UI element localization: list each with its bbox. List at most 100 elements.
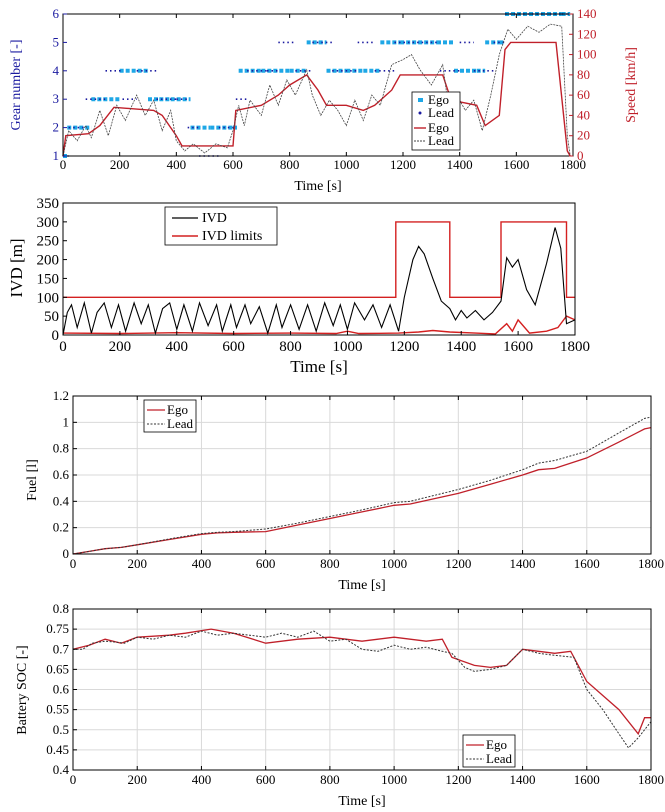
fuel-y-tick-label-0: 0 [63, 546, 70, 561]
gear-y-tick-label-4: 5 [53, 34, 60, 49]
fuel-y-label: Fuel [l] [25, 459, 40, 501]
speed-y-label: Speed [km/h] [624, 47, 639, 123]
ivd-x-tick-label-9: 1800 [560, 339, 590, 355]
ivd-x-tick-label-5: 1000 [332, 339, 362, 355]
fuel-y-tick-label-1: 0.2 [53, 520, 69, 535]
speed-y-tick-label-0: 0 [577, 148, 584, 163]
legend-label-speed-lead: Lead [428, 133, 454, 148]
gear-speed-x-tick-label-7: 1400 [447, 157, 473, 172]
ivd-limit-upper-line [63, 221, 575, 298]
speed-y-tick-label-5: 100 [577, 47, 597, 62]
soc-x-ticks: 0 200 400 600 800 1000 1200 1400 1600 1800 [70, 609, 664, 787]
gear-speed-x-tick-label-1: 200 [110, 157, 130, 172]
soc-y-tick-label-7: 0.75 [46, 621, 69, 636]
ivd-x-tick-label-2: 400 [166, 339, 189, 355]
legend-label-speed-ego: Ego [428, 120, 449, 135]
fuel-chart: 0 200 400 600 800 1000 1200 1400 1600 1800 0 0.2 0.… [25, 388, 664, 593]
gear-speed-chart: 0 200 400 600 800 1000 1200 1400 1600 1800 123456… [9, 6, 639, 194]
gear-speed-plot-frame [62, 13, 574, 157]
gear-ego-series [63, 12, 571, 158]
legend-label-ivd: IVD [202, 211, 227, 226]
ivd-y-ticks: 0 50 100 150 200 250 300 350 [37, 196, 67, 344]
fuel-x-tick-label-9: 1800 [638, 556, 664, 571]
soc-x-tick-label-4: 800 [320, 772, 340, 787]
ivd-y-tick-label-3: 150 [37, 271, 60, 287]
ivd-y-tick-label-1: 50 [44, 309, 59, 325]
legend-label-fuel-lead: Lead [167, 416, 193, 431]
soc-x-label: Time [s] [338, 794, 385, 809]
legend-label-gear-ego: Ego [428, 92, 449, 107]
soc-y-tick-label-4: 0.6 [53, 682, 70, 697]
fuel-x-tick-label-5: 1000 [381, 556, 407, 571]
fuel-y-tick-label-5: 1 [63, 414, 70, 429]
ivd-y-label: IVD [m] [7, 238, 26, 297]
fuel-x-label: Time [s] [338, 578, 385, 593]
fuel-x-tick-label-8: 1600 [574, 556, 600, 571]
soc-y-tick-label-3: 0.55 [46, 702, 69, 717]
gear-speed-x-tick-label-8: 1600 [503, 157, 529, 172]
soc-y-tick-label-8: 0.8 [53, 601, 69, 616]
gear-speed-x-ticks: 0 200 400 600 800 1000 1200 1400 1600 1800 [60, 14, 586, 172]
soc-y-tick-label-2: 0.5 [53, 722, 69, 737]
soc-lead-line [73, 630, 652, 749]
speed-y-tick-label-1: 20 [577, 128, 590, 143]
ivd-x-label: Time [s] [290, 357, 347, 376]
ivd-y-tick-label-0: 0 [52, 328, 60, 344]
ivd-chart: 0 200 400 600 800 1000 1200 1400 1600 1800 050100… [7, 196, 590, 376]
soc-x-tick-label-7: 1400 [510, 772, 536, 787]
fuel-y-tick-label-4: 0.8 [53, 441, 69, 456]
speed-y-ticks: 0 20 40 60 80 100 120 140 [569, 6, 597, 163]
speed-ego-line [62, 41, 571, 157]
ivd-y-tick-label-2: 100 [37, 290, 60, 306]
soc-x-tick-label-0: 0 [70, 772, 77, 787]
soc-y-label: Battery SOC [-] [15, 645, 30, 734]
speed-y-tick-label-7: 140 [577, 6, 597, 21]
fuel-legend-box [143, 399, 197, 433]
soc-grid [72, 608, 652, 771]
soc-chart: 0 200 400 600 800 1000 1200 1400 1600 1800 0.40.4… [15, 601, 664, 809]
soc-x-tick-label-1: 200 [127, 772, 147, 787]
speed-lead-line [62, 23, 571, 157]
fuel-lead-line [72, 416, 652, 555]
fuel-x-tick-label-7: 1400 [510, 556, 536, 571]
ivd-x-tick-label-1: 200 [109, 339, 132, 355]
gear-speed-x-tick-label-3: 600 [223, 157, 243, 172]
fuel-y-tick-label-3: 0.6 [53, 467, 70, 482]
soc-legend-box [462, 734, 516, 768]
gear-speed-x-label: Time [s] [294, 179, 341, 194]
gear-y-label: Gear number [-] [9, 40, 24, 131]
fuel-x-tick-label-1: 200 [127, 556, 147, 571]
soc-y-tick-label-6: 0.7 [53, 641, 70, 656]
soc-legend: Ego Lead [462, 734, 516, 768]
soc-y-ticks: 0.4 0.45 0.5 0.55 0.6 0.65 0.7 0.75 0.8 [46, 601, 77, 777]
gear-y-tick-label-5: 6 [53, 6, 60, 21]
gear-speed-legend: Ego Lead Ego Lead [411, 91, 461, 151]
ivd-legend: IVD IVD limits [164, 206, 278, 246]
ivd-y-tick-label-7: 350 [37, 196, 60, 212]
ivd-legend-box [164, 206, 278, 246]
legend-label-ivd-limits: IVD limits [202, 229, 262, 244]
fuel-x-tick-label-2: 400 [192, 556, 212, 571]
fuel-x-ticks: 0 200 400 600 800 1000 1200 1400 1600 1800 [70, 396, 664, 571]
speed-y-tick-label-2: 40 [577, 107, 590, 122]
speed-y-tick-label-3: 60 [577, 87, 590, 102]
gear-speed-x-tick-label-6: 1200 [390, 157, 416, 172]
fuel-x-tick-label-3: 600 [256, 556, 276, 571]
soc-x-tick-label-6: 1200 [445, 772, 471, 787]
ivd-x-tick-label-7: 1400 [446, 339, 476, 355]
fuel-x-tick-label-0: 0 [70, 556, 77, 571]
ivd-y-tick-label-6: 300 [37, 215, 60, 231]
soc-x-tick-label-3: 600 [256, 772, 276, 787]
soc-x-tick-label-8: 1600 [574, 772, 600, 787]
gear-y-tick-label-2: 3 [53, 91, 60, 106]
ivd-x-tick-label-8: 1600 [503, 339, 533, 355]
gear-y-ticks: 1 2 3 4 5 6 [53, 6, 67, 163]
legend-label-fuel-ego: Ego [167, 402, 188, 417]
gear-speed-x-tick-label-9: 1800 [560, 157, 586, 172]
gear-speed-x-tick-label-4: 800 [280, 157, 300, 172]
fuel-y-tick-label-2: 0.4 [53, 493, 70, 508]
fuel-y-tick-label-6: 1.2 [53, 388, 69, 403]
ivd-x-tick-label-3: 600 [222, 339, 245, 355]
gear-y-tick-label-1: 2 [53, 120, 60, 135]
legend-swatch-gear-ego [418, 98, 423, 102]
